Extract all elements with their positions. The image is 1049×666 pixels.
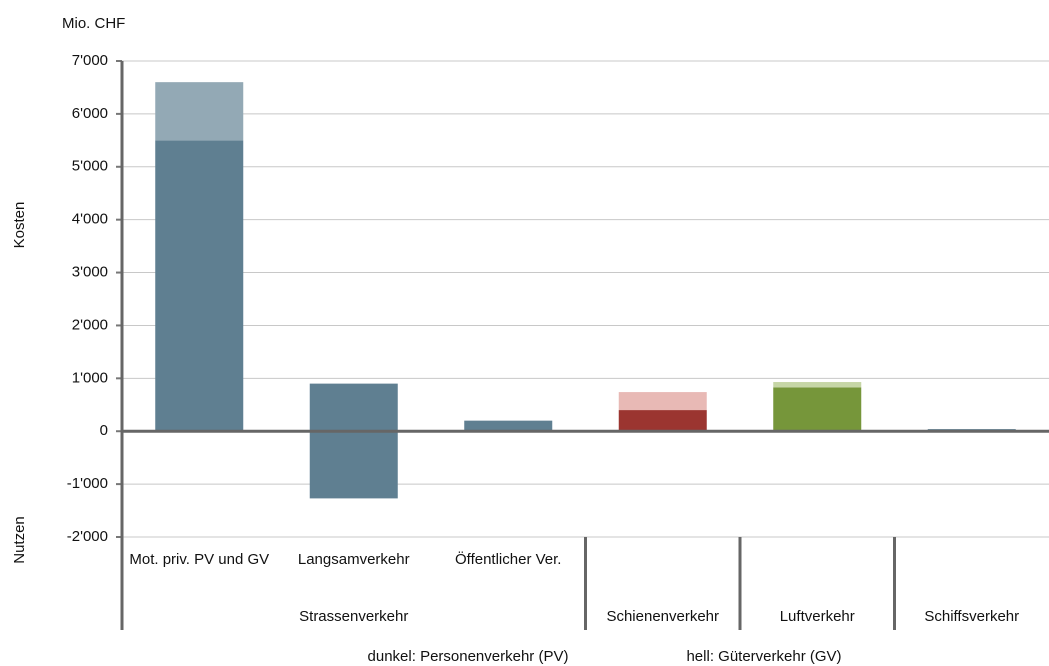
bar-segment [155, 140, 244, 432]
group-label: Luftverkehr [780, 608, 855, 625]
y-tick-label: 7'000 [72, 52, 108, 69]
y-unit: Mio. CHF [62, 15, 125, 32]
y-label-positive: Kosten [11, 202, 28, 249]
legend-entry: hell: Güterverkehr (GV) [686, 648, 841, 665]
bar-segment [618, 410, 707, 432]
x-tick-label: Mot. priv. PV und GV [129, 551, 270, 568]
y-tick-label: 0 [100, 422, 108, 439]
group-label: Schiffsverkehr [924, 608, 1019, 625]
y-label-negative: Nutzen [11, 516, 28, 564]
x-tick-label: Langsamverkehr [297, 551, 410, 568]
y-tick-label: 3'000 [72, 264, 108, 281]
legend-entry: dunkel: Personenverkehr (PV) [368, 648, 569, 665]
bar-segment [309, 383, 398, 432]
bar-segment [464, 420, 553, 432]
bar-segment [773, 387, 862, 432]
y-tick-label: 5'000 [72, 158, 108, 175]
x-tick-label: Öffentlicher Ver. [455, 551, 562, 568]
y-tick-label: 1'000 [72, 369, 108, 386]
y-tick-label: 2'000 [72, 316, 108, 333]
bar-segment [309, 431, 398, 499]
y-tick-label: 6'000 [72, 105, 108, 122]
group-label: Strassenverkehr [299, 608, 408, 625]
group-label: Schienenverkehr [606, 608, 719, 625]
y-tick-label: -1'000 [67, 475, 108, 492]
y-tick-label: 4'000 [72, 211, 108, 228]
y-tick-label: -2'000 [67, 528, 108, 545]
bar-segment [773, 382, 862, 388]
bar-segment [155, 82, 244, 141]
bar-segment [618, 392, 707, 411]
